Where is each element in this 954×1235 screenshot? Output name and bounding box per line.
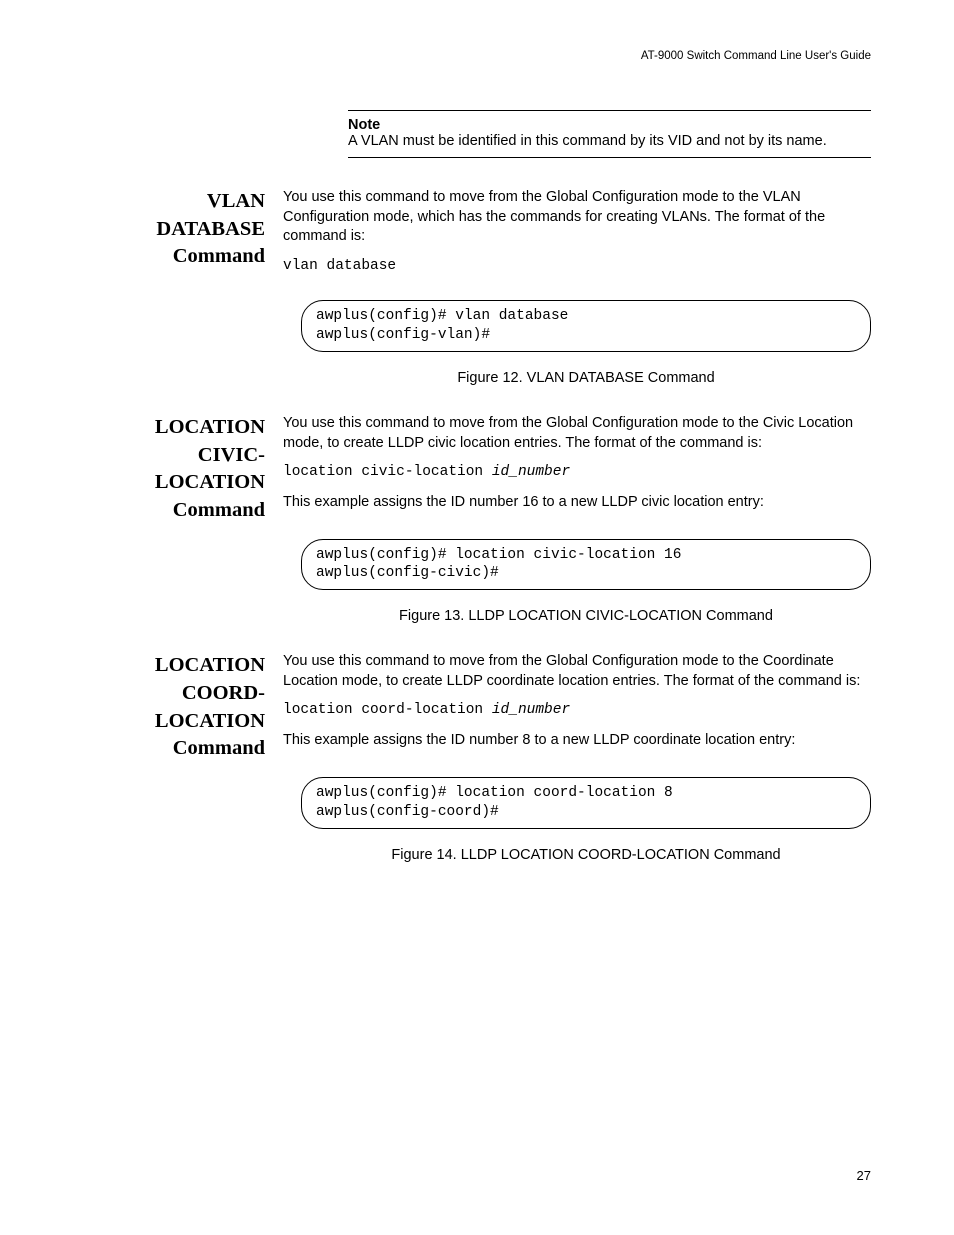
command-syntax: location coord-location id_number — [283, 701, 871, 721]
side-heading: LOCATION CIVIC- LOCATION Command — [83, 414, 283, 525]
note-block: Note A VLAN must be identified in this c… — [348, 110, 871, 158]
intro-text: You use this command to move from the Gl… — [283, 414, 871, 453]
command-syntax: location civic-location id_number — [283, 463, 871, 483]
heading-line: Command — [173, 245, 265, 267]
heading-line: LOCATION — [155, 471, 265, 493]
heading-line: DATABASE — [156, 218, 265, 240]
figure-caption: Figure 14. LLDP LOCATION COORD-LOCATION … — [301, 847, 871, 863]
side-heading: VLAN DATABASE Command — [83, 188, 283, 286]
section-civic-location: LOCATION CIVIC- LOCATION Command You use… — [83, 414, 871, 525]
command-syntax: vlan database — [283, 257, 871, 277]
page-number: 27 — [857, 1168, 871, 1183]
example-intro: This example assigns the ID number 8 to … — [283, 731, 871, 751]
terminal-output: awplus(config)# location civic-location … — [301, 539, 871, 591]
heading-line: LOCATION — [155, 710, 265, 732]
heading-line: VLAN — [207, 190, 265, 212]
note-label: Note — [348, 117, 380, 133]
section-vlan-database: VLAN DATABASE Command You use this comma… — [83, 188, 871, 286]
section-coord-location: LOCATION COORD- LOCATION Command You use… — [83, 652, 871, 763]
note-text: A VLAN must be identified in this comman… — [348, 133, 827, 149]
intro-text: You use this command to move from the Gl… — [283, 652, 871, 691]
heading-line: LOCATION — [155, 416, 265, 438]
heading-line: COORD- — [182, 682, 265, 704]
terminal-output: awplus(config)# location coord-location … — [301, 777, 871, 829]
example-intro: This example assigns the ID number 16 to… — [283, 493, 871, 513]
side-heading: LOCATION COORD- LOCATION Command — [83, 652, 283, 763]
figure-caption: Figure 13. LLDP LOCATION CIVIC-LOCATION … — [301, 608, 871, 624]
terminal-output: awplus(config)# vlan database awplus(con… — [301, 300, 871, 352]
heading-line: LOCATION — [155, 654, 265, 676]
heading-line: CIVIC- — [198, 444, 265, 466]
heading-line: Command — [173, 499, 265, 521]
doc-header: AT-9000 Switch Command Line User's Guide — [83, 50, 871, 62]
intro-text: You use this command to move from the Gl… — [283, 188, 871, 247]
figure-caption: Figure 12. VLAN DATABASE Command — [301, 370, 871, 386]
heading-line: Command — [173, 737, 265, 759]
